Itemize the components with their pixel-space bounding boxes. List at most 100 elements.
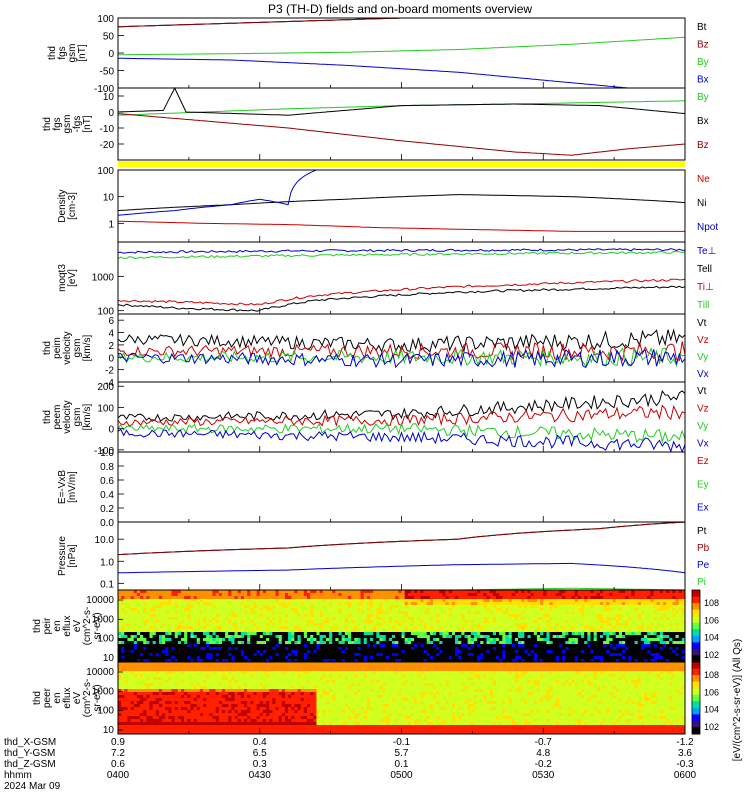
spectrogram-cell [121, 641, 125, 645]
spectrogram-cell [215, 647, 220, 651]
spectrogram-cell [584, 626, 588, 630]
spectrogram-cell [127, 632, 131, 636]
spectrogram-cell [436, 635, 440, 639]
spectrogram-cell [675, 596, 679, 600]
spectrogram-cell [322, 647, 327, 651]
spectrogram-cell [269, 626, 273, 630]
spectrogram-cell [445, 617, 450, 621]
spectrogram-cell [212, 647, 216, 651]
spectrogram-cell [486, 647, 490, 651]
spectrogram-cell [571, 593, 576, 597]
spectrogram-cell [565, 659, 569, 663]
spectrogram-cell [130, 653, 135, 657]
spectrogram-cell [360, 620, 364, 624]
spectrogram-cell [489, 617, 494, 621]
spectrogram-cell [256, 653, 261, 657]
spectrogram-cell [341, 629, 346, 633]
spectrogram-cell [228, 590, 232, 594]
spectrogram-cell [351, 659, 355, 663]
spectrogram-cell [388, 656, 393, 660]
spectrogram-cell [581, 596, 585, 600]
spectrogram-cell [193, 650, 198, 654]
spectrogram-cell [310, 659, 314, 663]
spectrogram-cell [118, 704, 122, 708]
spectrogram-cell [483, 611, 487, 615]
spectrogram-cell [212, 632, 216, 636]
spectrogram-cell [203, 659, 207, 663]
spectrogram-cell [291, 641, 295, 645]
spectrogram-cell [451, 650, 456, 654]
spectrogram-cell [177, 620, 182, 624]
spectrogram-cell [596, 626, 601, 630]
spectrogram-cell [168, 608, 172, 612]
spectrogram-cell [316, 617, 320, 621]
spectrogram-cell [540, 608, 544, 612]
y-tick-label: -10 [100, 124, 115, 135]
spectrogram-cell [637, 623, 642, 627]
spectrogram-cell [407, 620, 412, 624]
spectrogram-cell [499, 626, 503, 630]
spectrogram-cell [376, 638, 380, 642]
spectrogram-cell [357, 599, 361, 603]
spectrogram-cell [338, 629, 342, 633]
spectrogram-cell [423, 614, 427, 618]
spectrogram-cell [231, 602, 235, 606]
spectrogram-cell [332, 626, 336, 630]
spectrogram-cell [426, 608, 431, 612]
spectrogram-cell [373, 659, 377, 663]
spectrogram-cell [316, 599, 320, 603]
spectrogram-cell [388, 620, 393, 624]
spectrogram-cell [313, 638, 317, 642]
spectrogram-cell [136, 722, 141, 726]
spectrogram-cell [536, 593, 541, 597]
y-tick-label: 4 [108, 329, 114, 340]
spectrogram-cell [184, 596, 188, 600]
spectrogram-cell [118, 602, 122, 606]
spectrogram-cell [366, 653, 371, 657]
spectrogram-cell [209, 626, 213, 630]
spectrogram-cell [464, 629, 468, 633]
spectrogram-cell [307, 638, 311, 642]
spectrogram-cell [615, 659, 620, 663]
spectrogram-cell [584, 614, 588, 618]
spectrogram-cell [584, 593, 588, 597]
spectrogram-cell [678, 608, 683, 612]
spectrogram-cell [496, 602, 500, 606]
spectrogram-cell [146, 611, 150, 615]
spectrogram-cell [587, 620, 591, 624]
spectrogram-cell [193, 602, 198, 606]
spectrogram-cell [618, 599, 623, 603]
spectrogram-cell [562, 653, 566, 657]
spectrogram-cell [502, 596, 506, 600]
spectrogram-cell [357, 641, 361, 645]
spectrogram-cell [518, 608, 522, 612]
spectrogram-cell [458, 596, 462, 600]
spectrogram-cell [395, 656, 399, 660]
spectrogram-cell [218, 596, 223, 600]
spectrogram-cell [382, 611, 387, 615]
spectrogram-cell [543, 635, 547, 639]
spectrogram-cell [143, 635, 147, 639]
spectrogram-cell [666, 647, 670, 651]
spectrogram-cell [266, 593, 270, 597]
spectrogram-cell [502, 644, 506, 648]
spectrogram-cell [284, 611, 289, 615]
spectrogram-cell [177, 653, 182, 657]
spectrogram-cell [344, 626, 349, 630]
spectrogram-cell [341, 590, 346, 594]
spectrogram-cell [322, 629, 327, 633]
spectrogram-cell [562, 629, 566, 633]
spectrogram-cell [470, 638, 475, 642]
spectrogram-cell [492, 650, 497, 654]
spectrogram-cell [662, 659, 667, 663]
spectrogram-cell [433, 623, 437, 627]
spectrogram-cell [429, 635, 434, 639]
spectrogram-cell [584, 599, 588, 603]
spectrogram-cell [587, 647, 591, 651]
spectrogram-cell [473, 644, 478, 648]
spectrogram-cell [319, 638, 324, 642]
spectrogram-cell [275, 620, 279, 624]
spectrogram-cell [215, 659, 220, 663]
spectrogram-cell [370, 614, 374, 618]
